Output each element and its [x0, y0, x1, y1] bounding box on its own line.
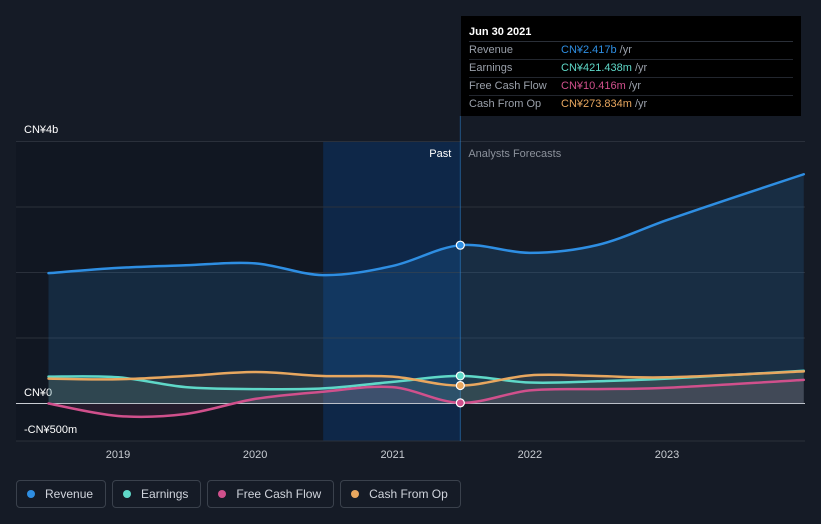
revenue-area [48, 174, 804, 404]
legend-item-fcf[interactable]: Free Cash Flow [207, 480, 335, 508]
cfo-line [47, 370, 806, 387]
y-label-top: CN¥4b [24, 124, 58, 136]
legend-dot-icon [218, 490, 227, 498]
tooltip-unit: /yr [634, 62, 648, 74]
tooltip-row-earnings: Earnings CN¥421.438m /yr [469, 60, 793, 78]
revenue-marker [455, 240, 465, 250]
legend-label: Free Cash Flow [236, 487, 322, 501]
x-tick-label-2021: 2021 [380, 449, 404, 461]
legend-dot-icon [27, 490, 35, 498]
x-tick-label-2022: 2022 [518, 449, 542, 461]
cfo-marker [455, 380, 465, 391]
tooltip-date: Jun 30 2021 [469, 24, 793, 42]
tooltip-unit: /yr [619, 44, 632, 56]
tooltip-value: CN¥10.416m [561, 80, 626, 92]
fcf-marker [455, 398, 465, 408]
tooltip-row-fcf: Free Cash Flow CN¥10.416m /yr [469, 78, 793, 96]
tooltip-label: Revenue [469, 44, 514, 56]
legend-label: Revenue [45, 487, 94, 501]
tooltip-value: CN¥273.834m [561, 98, 632, 110]
legend-label: Earnings [141, 487, 189, 501]
tooltip-unit: /yr [628, 80, 642, 92]
revenue-line [47, 173, 806, 277]
x-tick-label-2019: 2019 [106, 449, 130, 461]
tooltip-label: Free Cash Flow [469, 80, 547, 92]
tooltip-row-cfo: Cash From Op CN¥273.834m /yr [469, 96, 793, 113]
tooltip-row-revenue: Revenue CN¥2.417b /yr [469, 42, 793, 60]
x-tick-label-2020: 2020 [243, 449, 267, 461]
legend: Revenue Earnings Free Cash Flow Cash Fro… [16, 480, 461, 510]
earnings-marker [455, 371, 465, 381]
tooltip-value: CN¥2.417b [561, 44, 617, 56]
highlight-region [323, 142, 461, 441]
forecast-label: Analysts Forecasts [468, 148, 561, 160]
tooltip-value: CN¥421.438m [561, 62, 632, 74]
legend-dot-icon [123, 490, 132, 498]
tooltip-label: Cash From Op [469, 98, 542, 110]
legend-label: Cash From Op [369, 487, 448, 501]
y-label-bottom: -CN¥500m [24, 424, 77, 436]
tooltip-panel: Jun 30 2021 Revenue CN¥2.417b /yr Earnin… [461, 16, 801, 116]
tooltip-unit: /yr [634, 98, 648, 110]
fcf-line [47, 378, 806, 419]
earnings-line [47, 369, 806, 391]
tooltip-label: Earnings [469, 62, 513, 74]
legend-item-cfo[interactable]: Cash From Op [340, 480, 461, 508]
legend-item-revenue[interactable]: Revenue [16, 480, 107, 508]
legend-item-earnings[interactable]: Earnings [112, 480, 202, 508]
y-label-zero: CN¥0 [24, 387, 52, 399]
x-tick-label-2023: 2023 [655, 449, 679, 461]
earnings-area [48, 370, 804, 404]
legend-dot-icon [351, 490, 360, 498]
cfo-area [48, 371, 804, 404]
past-label: Past [429, 148, 451, 160]
